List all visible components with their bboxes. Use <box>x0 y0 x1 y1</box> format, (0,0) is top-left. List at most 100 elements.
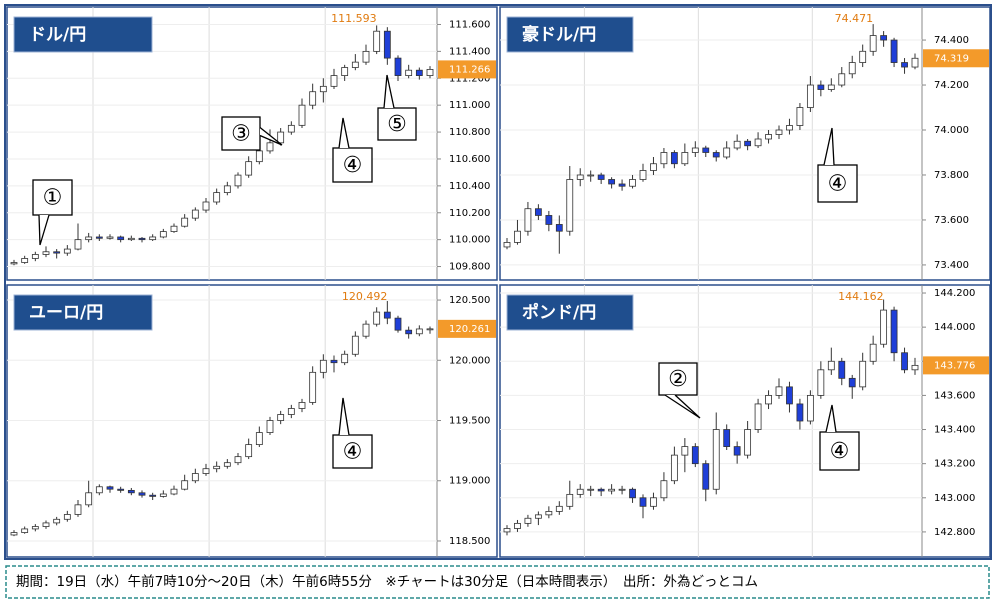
candle-body <box>95 236 103 239</box>
title-box <box>13 16 153 53</box>
candle-body <box>383 311 391 319</box>
candle-body <box>223 185 231 193</box>
y-tick-label: 73.400 <box>934 260 969 271</box>
candle-body <box>373 311 381 325</box>
candle-body <box>712 152 720 158</box>
y-tick-label: 110.000 <box>449 235 490 246</box>
candle-body <box>149 236 157 241</box>
candle-body <box>405 69 413 76</box>
candle-body <box>848 377 856 388</box>
last-price-tag <box>923 356 989 375</box>
candle-body <box>786 125 793 131</box>
candle-body <box>255 432 263 446</box>
candle-body <box>351 61 359 68</box>
candle-body <box>754 138 762 147</box>
callout-tail <box>823 127 835 166</box>
last-price-tag <box>923 49 989 68</box>
last-price-tag <box>438 319 496 338</box>
candle-body <box>754 403 762 430</box>
candle-body <box>827 360 835 371</box>
candle-body <box>341 67 349 76</box>
candle-body <box>127 237 135 241</box>
candle-body <box>691 147 699 153</box>
candle-body <box>859 360 867 388</box>
candle-body <box>31 254 39 259</box>
chart-title: ユーロ/円 <box>29 303 103 323</box>
callout-tail <box>664 394 701 419</box>
candle-body <box>775 386 783 396</box>
candle-body <box>618 183 626 187</box>
candle-body <box>319 85 327 93</box>
candle-body <box>639 497 647 507</box>
candle-body <box>514 230 521 243</box>
y-tick-label: 143.200 <box>934 459 975 470</box>
candle-body <box>650 497 657 507</box>
candle-body <box>10 262 18 265</box>
candle-body <box>362 323 370 337</box>
callout-label: ① <box>43 186 63 211</box>
candle-body <box>330 75 338 87</box>
y-tick-label: 73.600 <box>934 215 969 226</box>
y-tick-label: 111.400 <box>449 46 490 57</box>
candle-body <box>405 329 413 335</box>
last-price-label: 111.266 <box>449 64 490 75</box>
candle-body <box>608 179 616 185</box>
candle-body <box>181 480 189 490</box>
candle-body <box>255 150 263 163</box>
candle-body <box>597 488 605 492</box>
y-tick-label: 109.800 <box>449 262 490 273</box>
callout-label: ③ <box>231 122 251 147</box>
candle-body <box>901 62 908 68</box>
y-tick-label: 143.400 <box>934 425 975 436</box>
footer-box <box>5 565 990 599</box>
candle-body <box>85 236 93 241</box>
callout-box <box>658 362 698 396</box>
title-box <box>13 294 153 331</box>
candle-body <box>733 140 741 149</box>
candle-body <box>21 258 29 263</box>
callout-box <box>819 431 860 471</box>
candle-body <box>534 514 542 519</box>
candle-body <box>117 488 125 491</box>
candle-body <box>733 446 741 456</box>
candle-body <box>901 352 908 371</box>
candle-body <box>744 140 752 147</box>
candle-body <box>426 328 434 331</box>
candle-body <box>597 174 605 180</box>
candle-body <box>566 179 574 232</box>
last-price-label: 74.319 <box>934 53 969 64</box>
y-tick-label: 111.000 <box>449 100 490 111</box>
y-tick-label: 144.200 <box>934 288 975 299</box>
candle-body <box>106 236 114 239</box>
candle-body <box>138 237 146 241</box>
candle-body <box>53 251 61 254</box>
candle-body <box>660 152 668 165</box>
candle-body <box>702 147 710 153</box>
high-label: 144.162 <box>838 290 884 303</box>
y-tick-label: 73.800 <box>934 170 969 181</box>
candle-body <box>287 408 295 415</box>
candle-body <box>629 179 636 187</box>
candle-body <box>869 35 877 52</box>
candle-body <box>765 134 772 140</box>
y-tick-label: 119.500 <box>449 416 490 427</box>
candle-body <box>234 456 242 464</box>
candle-body <box>576 488 584 495</box>
last-price-tag <box>438 60 496 79</box>
candle-body <box>319 359 327 373</box>
candle-body <box>545 511 553 516</box>
candle-body <box>394 317 402 331</box>
candle-body <box>95 486 103 494</box>
candle-body <box>670 454 678 482</box>
candle-body <box>245 161 253 176</box>
callout-tail <box>825 404 837 433</box>
candle-body <box>817 84 825 90</box>
candle-body <box>545 215 553 225</box>
y-tick-label: 143.000 <box>934 493 975 504</box>
candle-body <box>170 488 178 495</box>
candle-body <box>277 414 285 421</box>
last-price-label: 143.776 <box>934 360 975 371</box>
candle-body <box>765 395 772 405</box>
candle-body <box>202 201 210 211</box>
